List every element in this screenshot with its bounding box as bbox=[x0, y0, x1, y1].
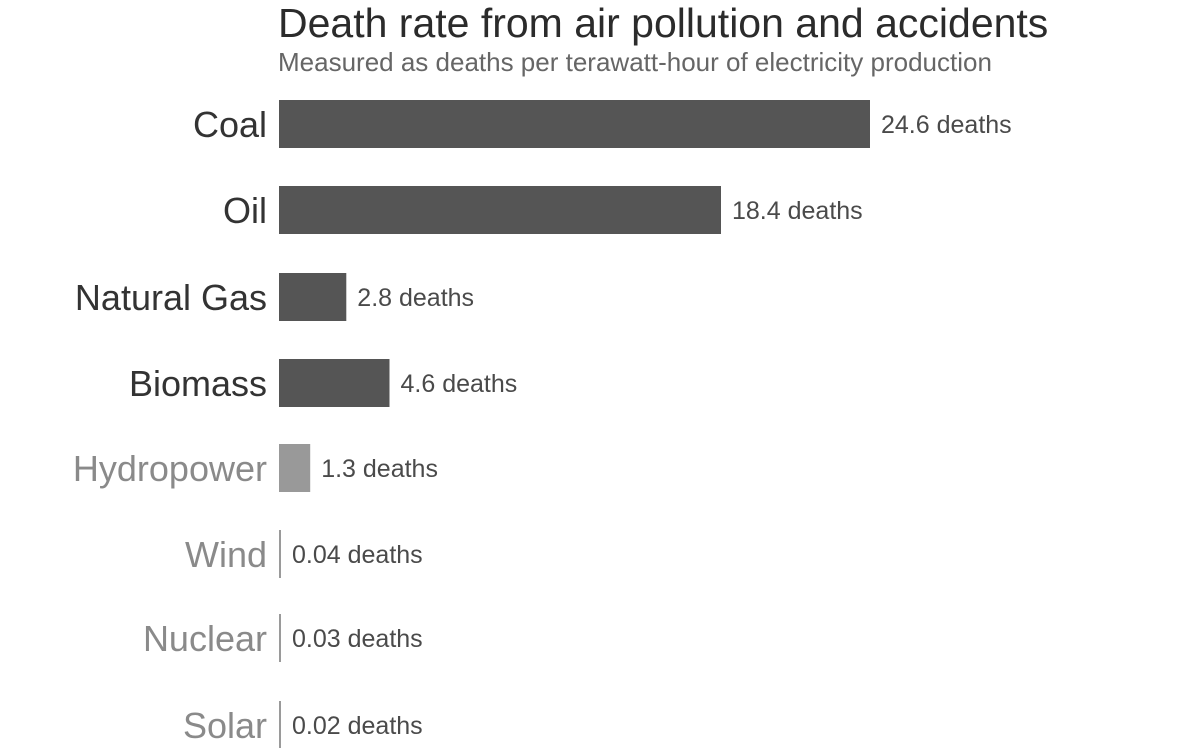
value-label-nuclear: 0.03 deaths bbox=[292, 625, 423, 653]
category-label-nuclear: Nuclear bbox=[143, 618, 267, 659]
category-label-natural-gas: Natural Gas bbox=[75, 277, 267, 318]
bar-wind bbox=[279, 530, 281, 578]
category-label-biomass: Biomass bbox=[129, 363, 267, 404]
category-label-wind: Wind bbox=[185, 534, 267, 575]
bar-natural-gas bbox=[279, 273, 347, 321]
chart-title: Death rate from air pollution and accide… bbox=[278, 0, 1048, 46]
category-label-hydropower: Hydropower bbox=[73, 448, 267, 489]
value-label-solar: 0.02 deaths bbox=[292, 712, 423, 740]
value-label-coal: 24.6 deaths bbox=[881, 111, 1012, 139]
bar-nuclear bbox=[279, 614, 281, 662]
bar-oil bbox=[279, 186, 721, 234]
bar-solar bbox=[279, 701, 281, 748]
bar-coal bbox=[279, 100, 870, 148]
value-label-natural-gas: 2.8 deaths bbox=[357, 284, 474, 312]
category-label-solar: Solar bbox=[183, 705, 267, 746]
value-label-biomass: 4.6 deaths bbox=[401, 370, 518, 398]
value-label-wind: 0.04 deaths bbox=[292, 541, 423, 569]
category-label-oil: Oil bbox=[223, 190, 267, 231]
category-label-coal: Coal bbox=[193, 104, 267, 145]
bars-group: Coal 24.6 deaths Oil 18.4 deaths Natural Gas… bbox=[73, 100, 1012, 748]
bar-biomass bbox=[279, 359, 390, 407]
value-label-hydropower: 1.3 deaths bbox=[321, 455, 438, 483]
value-label-oil: 18.4 deaths bbox=[732, 197, 863, 225]
bar-hydropower bbox=[279, 444, 311, 492]
chart-subtitle: Measured as deaths per terawatt-hour of … bbox=[278, 47, 992, 77]
